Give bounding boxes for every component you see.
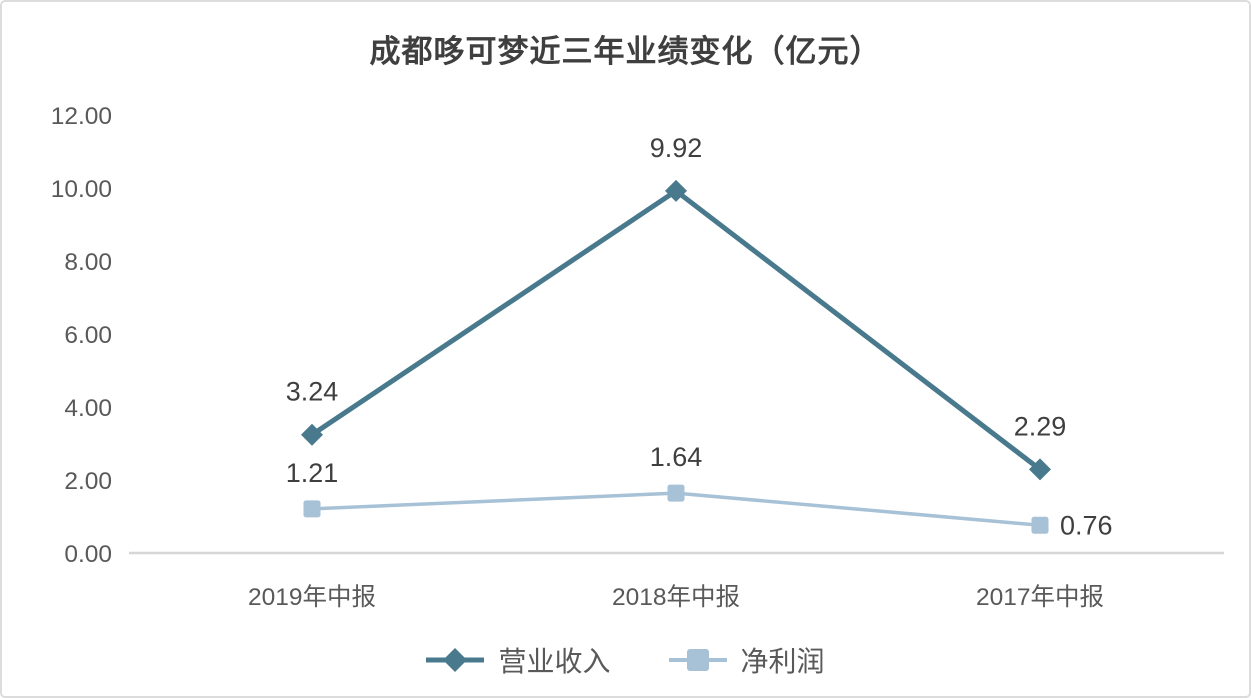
square-marker-icon	[668, 649, 727, 671]
chart-plot: 0.00 2.00 4.00 6.00 8.00 10.00 12.00 2019年中报 201…	[51, 103, 1224, 611]
data-label: 0.76	[1060, 510, 1113, 540]
legend-label-net-profit: 净利润	[740, 646, 825, 677]
legend: 营业收入 净利润	[2, 640, 1249, 680]
diamond-marker-icon	[426, 648, 485, 672]
data-label: 1.21	[286, 458, 339, 488]
y-tick-label: 10.00	[51, 176, 112, 203]
legend-item-net-profit: 净利润	[668, 640, 825, 680]
data-point-diamond	[301, 423, 323, 446]
data-point-square	[1031, 516, 1049, 534]
y-tick-label: 0.00	[64, 541, 112, 568]
y-tick-label: 4.00	[64, 395, 112, 422]
x-category-label: 2017年中报	[976, 583, 1104, 611]
data-label: 1.64	[650, 442, 703, 472]
data-point-diamond	[665, 179, 687, 202]
y-tick-label: 12.00	[51, 103, 112, 130]
data-point-square	[303, 500, 321, 518]
y-tick-label: 6.00	[64, 322, 112, 349]
series-line-0	[310, 187, 1042, 472]
legend-label-revenue: 营业收入	[498, 646, 611, 677]
y-tick-label: 8.00	[64, 249, 112, 276]
data-label: 9.92	[650, 133, 703, 163]
x-category-label: 2019年中报	[248, 583, 376, 611]
legend-item-revenue: 营业收入	[426, 640, 611, 680]
data-point-square	[667, 484, 685, 502]
x-category-label: 2018年中报	[612, 583, 740, 611]
legend-square	[686, 649, 709, 671]
data-label: 3.24	[286, 377, 339, 407]
data-point-diamond	[1029, 458, 1051, 481]
y-tick-label: 2.00	[64, 468, 112, 495]
legend-diamond	[443, 648, 468, 672]
chart-title: 成都哆可梦近三年业绩变化（亿元）	[369, 34, 882, 69]
data-label: 2.29	[1014, 411, 1067, 441]
